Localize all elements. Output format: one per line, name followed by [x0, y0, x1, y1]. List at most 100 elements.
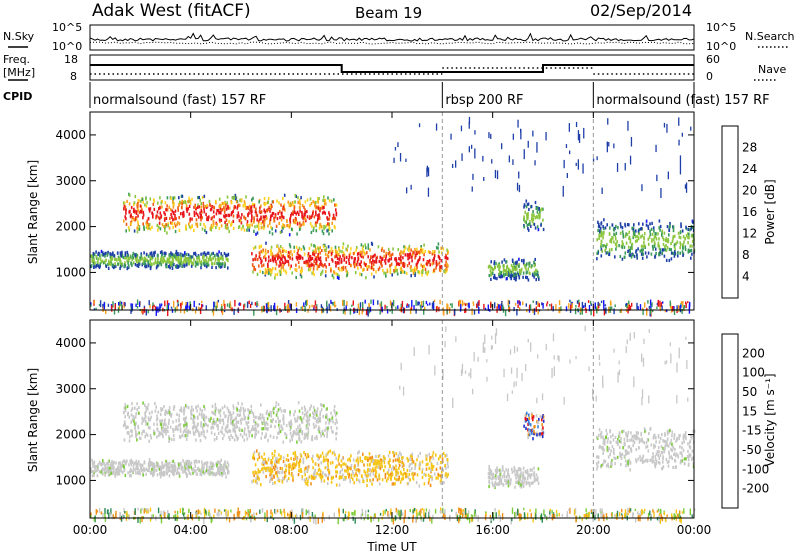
echo-cell: [135, 430, 137, 434]
echo-cell: [268, 469, 270, 473]
echo-cell: [99, 262, 102, 266]
echo-cell: [140, 254, 143, 258]
ground-scatter: [458, 299, 461, 307]
echo-cell: [351, 256, 353, 260]
echo-cell: [353, 251, 356, 255]
echo-cell: [392, 482, 395, 486]
echo-cell: [178, 216, 180, 220]
echo-cell: [290, 227, 293, 231]
echo-cell: [363, 267, 365, 271]
echo-cell: [177, 427, 179, 432]
echo-cell: [621, 245, 623, 249]
ground-scatter: [590, 509, 593, 513]
echo-cell: [218, 418, 221, 422]
ground-scatter: [451, 509, 453, 512]
echo-cell: [204, 205, 207, 209]
echo-cell: [425, 463, 428, 467]
nsky-tick-low: 10^0: [52, 40, 82, 53]
ground-scatter: [681, 511, 684, 514]
ground-scatter: [585, 513, 587, 518]
ground-scatter: [201, 300, 203, 304]
echo-cell: [169, 216, 171, 221]
ground-scatter: [284, 511, 286, 518]
echo-cell: [228, 206, 231, 210]
echo-cell: [418, 250, 421, 254]
echo-cell: [271, 419, 273, 423]
ground-scatter: [431, 517, 433, 524]
echo-cell: [312, 422, 315, 426]
echo-cell: [537, 275, 539, 279]
echo-cell: [101, 259, 104, 263]
echo-cell: [298, 256, 300, 260]
ground-scatter: [460, 304, 462, 310]
echo-cell: [146, 406, 149, 410]
echo-cell: [245, 433, 248, 437]
echo-cell: [180, 201, 182, 205]
echo-cell: [354, 257, 356, 261]
echo-cell: [340, 260, 342, 264]
echo-cell: [326, 482, 329, 486]
echo-cell: [229, 411, 231, 415]
ground-scatter: [464, 303, 467, 307]
echo-cell: [304, 208, 306, 212]
ground-scatter: [307, 510, 309, 514]
echo-cell: [142, 213, 145, 217]
echo-cell: [202, 423, 205, 427]
ground-scatter: [342, 517, 344, 521]
echo-cell: [684, 237, 686, 241]
echo-cell: [303, 222, 305, 226]
ground-scatter: [555, 509, 558, 514]
echo-cell: [340, 268, 343, 272]
ground-scatter: [205, 305, 207, 311]
echo-cell: [335, 211, 338, 215]
echo-cell: [357, 451, 359, 455]
echo-cell: [433, 256, 435, 260]
echo-cell: [247, 416, 249, 420]
echo-cell: [289, 266, 291, 270]
echo-cell: [340, 257, 343, 262]
echo-cell: [300, 418, 303, 422]
ground-scatter: [471, 308, 473, 315]
echo-cell: [326, 418, 329, 422]
echo-cell: [203, 194, 206, 198]
echo-cell: [143, 429, 145, 434]
echo-cell: [665, 239, 668, 243]
echo-cell: [199, 222, 202, 226]
ground-scatter: [475, 513, 477, 518]
echo-cell: [447, 472, 449, 477]
echo-cell: [245, 421, 248, 425]
echo-cell: [249, 208, 251, 212]
echo-cell: [269, 479, 271, 483]
echo-cell: [410, 274, 412, 278]
echo-cell: [335, 264, 337, 268]
echo-cell: [269, 410, 271, 414]
ground-scatter: [216, 512, 218, 517]
ground-scatter: [659, 300, 661, 307]
echo-cell: [253, 267, 255, 271]
echo-cell: [431, 464, 433, 468]
colorbar-tick-label: 20: [742, 184, 757, 198]
echo-cell: [348, 255, 351, 259]
echo-cell: [333, 450, 335, 454]
ground-scatter: [247, 509, 249, 514]
echo-cell: [107, 250, 109, 254]
ground-scatter: [343, 299, 345, 307]
ground-scatter: [519, 517, 521, 522]
echo-cell: [411, 454, 413, 458]
echo-cell: [159, 412, 162, 417]
ground-scatter: [199, 510, 201, 514]
ground-scatter: [462, 509, 464, 512]
echo-cell: [136, 230, 139, 234]
echo-cell: [526, 203, 529, 207]
echo-cell: [164, 251, 166, 255]
ground-scatter: [263, 305, 266, 312]
ground-scatter: [659, 304, 661, 312]
echo-cell: [517, 273, 520, 277]
echo-cell: [188, 196, 190, 200]
echo-cell: [239, 198, 241, 202]
ground-scatter: [384, 304, 386, 310]
echo-cell: [687, 250, 690, 254]
echo-cell: [172, 205, 175, 209]
echo-cell: [250, 205, 253, 209]
echo-cell: [195, 429, 197, 433]
